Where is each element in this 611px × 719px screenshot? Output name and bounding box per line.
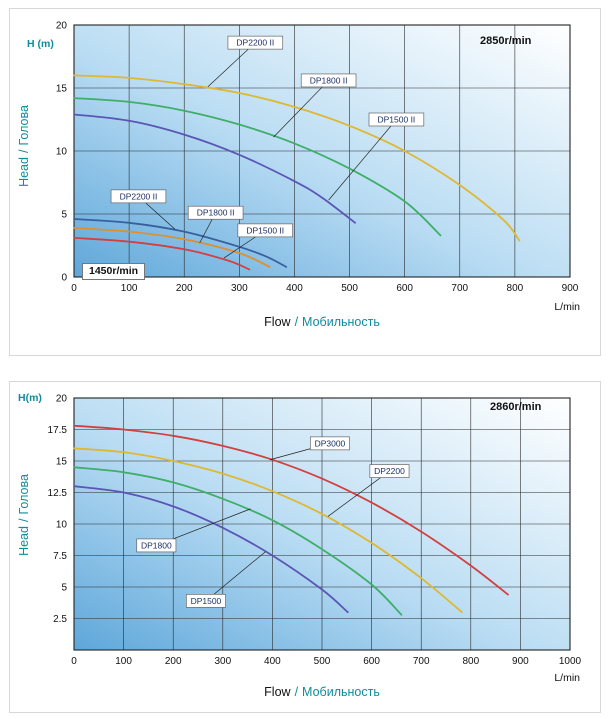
rpm-label: 2860r/min <box>490 401 542 413</box>
callout-box-DP1800-2860 <box>136 538 177 553</box>
curve-DP3000-2860 <box>73 424 509 596</box>
x-axis-title-en: Flow <box>264 315 291 329</box>
x-axis-unit: L/min <box>554 301 580 313</box>
y-tick-label: 2.5 <box>53 614 67 625</box>
x-tick-label: 300 <box>214 656 231 667</box>
callout-box-DP1500II-2850 <box>368 112 425 127</box>
y-axis-title-ru: Голова <box>17 105 31 146</box>
callout-box-DP1800II-1450 <box>187 205 244 220</box>
y-axis-title: Head / Голова <box>17 46 31 246</box>
x-tick-label: 0 <box>71 656 77 667</box>
pump-curve-chart-2860rpm: DP3000 DP2200 DP1800 DP1500 0 100 200 300 400 500… <box>9 381 601 713</box>
y-axis-title-en: Head <box>17 157 31 187</box>
x-axis-title-en: Flow <box>264 685 291 699</box>
y-tick-label: 0 <box>61 273 67 284</box>
x-tick-label: 300 <box>231 283 248 294</box>
plot-border <box>73 397 571 651</box>
callout-box-DP2200II-2850 <box>227 35 284 50</box>
curve-DP1800II-2850 <box>73 97 442 237</box>
callout-box-DP1500II-1450 <box>237 223 293 238</box>
callout-label-DP2200-2860: DP2200 <box>374 466 405 476</box>
curve-DP2200-2860 <box>73 447 463 614</box>
y-tick-label: 7.5 <box>53 551 67 562</box>
x-axis-title-separator: / <box>294 315 299 329</box>
y-axis-unit: H (m) <box>27 38 54 50</box>
curve-DP1500II-1450 <box>73 237 251 271</box>
callout-label-DP1800-2860: DP1800 <box>141 540 172 550</box>
x-tick-label: 600 <box>396 283 413 294</box>
secondary-rpm-label: 1450r/min <box>82 263 146 280</box>
curve-DP1500II-2850 <box>73 113 356 224</box>
callout-leader-DP1500II-2850 <box>328 119 397 201</box>
curve-DP2200II-1450 <box>73 218 288 268</box>
x-axis-title-separator: / <box>294 685 299 699</box>
x-tick-label: 800 <box>507 283 524 294</box>
y-tick-label: 17.5 <box>48 425 68 436</box>
callout-box-DP3000-2860 <box>309 436 350 451</box>
callout-label-DP1800II-1450: DP1800 II <box>197 208 235 218</box>
x-tick-label: 1000 <box>559 656 582 667</box>
callout-leader-DP1800II-2850 <box>273 80 329 138</box>
x-tick-label: 0 <box>71 283 77 294</box>
y-tick-label: 10 <box>56 147 68 158</box>
curve-DP1500-2860 <box>73 485 349 614</box>
x-axis-title: Flow / Мобильность <box>202 315 442 329</box>
callout-label-DP1800II-2850: DP1800 II <box>310 75 348 85</box>
x-tick-label: 700 <box>413 656 430 667</box>
x-tick-label: 200 <box>165 656 182 667</box>
y-tick-label: 5 <box>61 583 67 594</box>
x-axis-title-ru: Мобильность <box>302 315 380 329</box>
y-axis-title-en: Head <box>17 526 31 556</box>
callout-label-DP2200II-2850: DP2200 II <box>236 38 274 48</box>
plot-border <box>73 24 571 278</box>
x-tick-label: 400 <box>286 283 303 294</box>
callout-label-DP3000-2860: DP3000 <box>315 438 346 448</box>
curve-DP1800-2860 <box>73 466 403 616</box>
x-tick-label: 500 <box>314 656 331 667</box>
y-tick-label: 5 <box>61 210 67 221</box>
callout-label-DP2200II-1450: DP2200 II <box>120 191 158 201</box>
pump-curve-chart-2850rpm: DP2200 II DP1800 II DP1500 II DP2200 II DP18… <box>9 8 601 356</box>
pump-curves-svg-bottom: DP3000 DP2200 DP1800 DP1500 0 100 200 300 400 500… <box>48 394 582 668</box>
y-tick-label: 12.5 <box>48 488 68 499</box>
curve-DP1800II-1450 <box>73 227 271 268</box>
x-tick-label: 900 <box>512 656 529 667</box>
callout-leader-DP2200II-2850 <box>207 42 256 87</box>
x-tick-label: 100 <box>115 656 132 667</box>
y-tick-label: 10 <box>56 520 68 531</box>
callout-label-DP1500II-2850: DP1500 II <box>377 115 415 125</box>
y-tick-label: 15 <box>56 84 68 95</box>
callout-box-DP2200II-1450 <box>110 189 167 204</box>
y-tick-label: 15 <box>56 457 68 468</box>
x-tick-label: 900 <box>562 283 579 294</box>
callout-box-DP1800II-2850 <box>300 73 357 88</box>
callout-label-DP1500-2860: DP1500 <box>191 596 222 606</box>
y-axis-title-separator: / <box>17 518 31 523</box>
curve-DP2200II-2850 <box>73 74 521 242</box>
pump-curves-svg-top: DP2200 II DP1800 II DP1500 II DP2200 II DP18… <box>56 21 579 295</box>
y-axis-title: Head / Голова <box>17 415 31 615</box>
y-axis-title-separator: / <box>17 149 31 154</box>
y-axis-title-ru: Голова <box>17 474 31 515</box>
callout-leader-DP2200-2860 <box>327 470 390 517</box>
callout-box-DP1500-2860 <box>185 594 226 608</box>
x-axis-title: Flow / Мобильность <box>202 685 442 699</box>
x-tick-label: 500 <box>341 283 358 294</box>
callout-leader-DP1500-2860 <box>205 551 266 602</box>
rpm-label: 2850r/min <box>480 35 532 47</box>
y-tick-label: 20 <box>56 21 68 32</box>
x-tick-label: 100 <box>121 283 138 294</box>
x-tick-label: 200 <box>176 283 193 294</box>
x-tick-label: 700 <box>451 283 468 294</box>
x-tick-label: 800 <box>462 656 479 667</box>
y-axis-unit: H(m) <box>18 392 42 404</box>
x-tick-label: 600 <box>363 656 380 667</box>
callout-label-DP1500II-1450: DP1500 II <box>246 225 284 235</box>
x-axis-unit: L/min <box>554 672 580 684</box>
x-axis-title-ru: Мобильность <box>302 685 380 699</box>
callout-box-DP2200-2860 <box>369 464 410 478</box>
x-tick-label: 400 <box>264 656 281 667</box>
y-tick-label: 20 <box>56 394 68 405</box>
